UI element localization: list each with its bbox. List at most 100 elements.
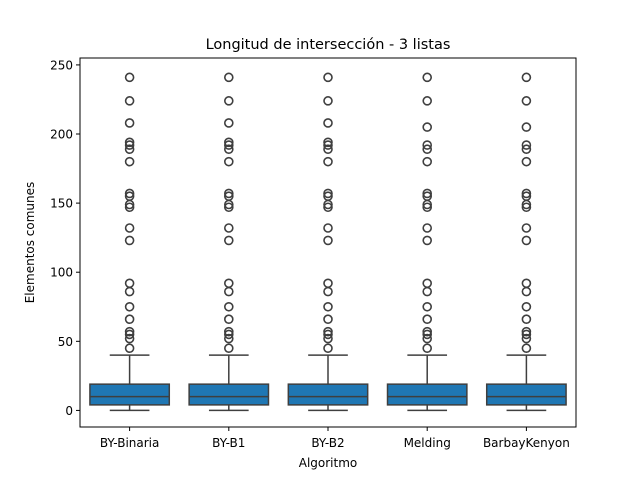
outlier-point (323, 137, 333, 148)
outlier-point (422, 202, 433, 213)
outlier-point (124, 191, 135, 202)
box-group-by-b2 (287, 72, 369, 412)
box-iqr (89, 383, 171, 406)
outlier-point (224, 96, 234, 106)
outlier-point (323, 144, 333, 155)
outlier-point (323, 223, 333, 233)
outlier-point (224, 137, 234, 148)
outlier-point (521, 191, 532, 202)
outlier-point (521, 156, 532, 167)
x-tick-label: BY-B1 (212, 436, 245, 450)
outlier-point (124, 202, 135, 213)
outlier-point (124, 278, 135, 289)
outlier-point (521, 122, 532, 132)
outlier-point (323, 343, 333, 354)
outlier-point (224, 144, 234, 155)
outlier-point (422, 96, 433, 106)
outlier-point (124, 140, 135, 150)
outlier-point (124, 329, 135, 340)
outlier-point (521, 223, 532, 233)
outlier-point (124, 188, 135, 199)
outlier-point (224, 329, 234, 340)
outlier-point (124, 223, 135, 233)
box-iqr (287, 383, 369, 406)
outlier-point (323, 326, 333, 337)
outlier-point (224, 191, 234, 202)
outlier-point (224, 72, 234, 83)
outlier-point (521, 301, 532, 312)
outlier-point (521, 329, 532, 340)
outlier-point (323, 235, 333, 246)
outlier-point (224, 118, 234, 128)
plot-area (89, 72, 567, 412)
outlier-point (124, 314, 135, 325)
outlier-point (224, 278, 234, 289)
outlier-point (323, 140, 333, 150)
outlier-point (224, 223, 234, 233)
outlier-point (224, 326, 234, 337)
y-tick-label: 100 (50, 266, 73, 280)
outlier-point (224, 140, 234, 150)
outlier-point (224, 156, 234, 167)
outlier-point (323, 188, 333, 199)
outlier-point (422, 343, 433, 354)
outlier-point (521, 96, 532, 106)
outlier-point (422, 301, 433, 312)
outlier-point (422, 144, 433, 155)
outlier-point (422, 278, 433, 289)
outlier-point (323, 278, 333, 289)
outlier-point (124, 235, 135, 246)
outlier-point (124, 118, 135, 128)
box-group-by-b1 (188, 72, 270, 412)
y-tick-label: 50 (58, 335, 73, 349)
x-axis-title: Algoritmo (299, 456, 358, 470)
x-tick-label: BarbayKenyon (483, 436, 570, 450)
outlier-point (422, 191, 433, 202)
outlier-point (323, 314, 333, 325)
outlier-point (521, 188, 532, 199)
outlier-point (422, 329, 433, 340)
outlier-point (323, 96, 333, 106)
outlier-point (124, 326, 135, 337)
outlier-point (422, 72, 433, 83)
outlier-point (224, 188, 234, 199)
outlier-point (521, 235, 532, 246)
outlier-point (521, 333, 532, 344)
outlier-point (521, 202, 532, 213)
box-iqr (485, 383, 567, 406)
outlier-point (323, 118, 333, 128)
y-tick-label: 150 (50, 197, 73, 211)
x-axis: BY-Binaria BY-B1 BY-B2 Melding BarbayKenyon (100, 427, 570, 450)
outlier-point (422, 156, 433, 167)
outlier-point (124, 156, 135, 167)
outlier-point (422, 326, 433, 337)
outlier-point (124, 72, 135, 83)
box-group-by-binaria (89, 72, 171, 412)
x-tick-label: BY-B2 (311, 436, 344, 450)
outlier-point (323, 333, 333, 344)
outlier-point (124, 301, 135, 312)
box-group-barbaykenyon (485, 72, 567, 412)
y-tick-label: 0 (65, 404, 73, 418)
y-axis: 0 50 100 150 200 250 (50, 58, 80, 418)
outlier-point (124, 343, 135, 354)
outlier-point (323, 191, 333, 202)
outlier-point (323, 72, 333, 83)
y-tick-label: 200 (50, 128, 73, 142)
outlier-point (521, 72, 532, 83)
box-iqr (386, 383, 468, 406)
outlier-point (224, 301, 234, 312)
outlier-point (422, 122, 433, 132)
chart-title: Longitud de intersección - 3 listas (206, 37, 451, 53)
outlier-point (422, 314, 433, 325)
outlier-point (323, 301, 333, 312)
outlier-point (124, 333, 135, 344)
outlier-point (521, 326, 532, 337)
outlier-point (124, 144, 135, 155)
outlier-point (323, 156, 333, 167)
outlier-point (521, 314, 532, 325)
outlier-point (224, 343, 234, 354)
x-tick-label: BY-Binaria (100, 436, 160, 450)
